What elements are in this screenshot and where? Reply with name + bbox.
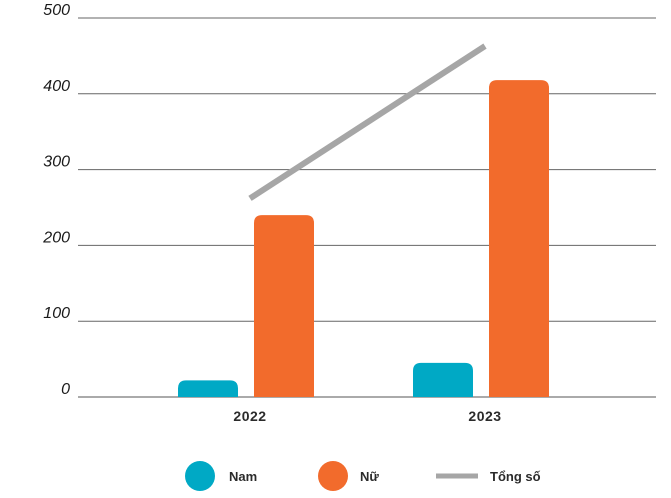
y-tick-label: 500 [43,2,70,19]
legend-marker-nam [185,461,215,491]
y-axis-ticks: 0 100 200 300 400 500 [42,2,70,398]
total-line [248,43,487,201]
legend: Nam Nữ Tổng số [185,461,541,491]
gridlines [78,17,656,398]
line-tong-so [248,43,487,201]
bar-n--2023 [489,80,549,397]
bar-n--2022 [254,215,314,397]
y-tick-label: 300 [43,154,70,171]
legend-label: Nữ [360,469,379,484]
x-tick-label: 2022 [233,408,266,424]
bar-nam-2022 [178,380,238,397]
legend-label: Tổng số [490,469,541,484]
bars [178,80,549,397]
bar-nam-2023 [413,362,473,397]
x-tick-label: 2023 [468,408,501,424]
legend-marker-n- [318,461,348,491]
y-tick-label: 400 [43,78,70,95]
x-axis-ticks: 2022 2023 [233,408,501,424]
legend-label: Nam [229,469,257,484]
y-tick-label: 100 [43,305,70,322]
y-tick-label: 0 [61,381,70,398]
y-tick-label: 200 [42,229,70,246]
